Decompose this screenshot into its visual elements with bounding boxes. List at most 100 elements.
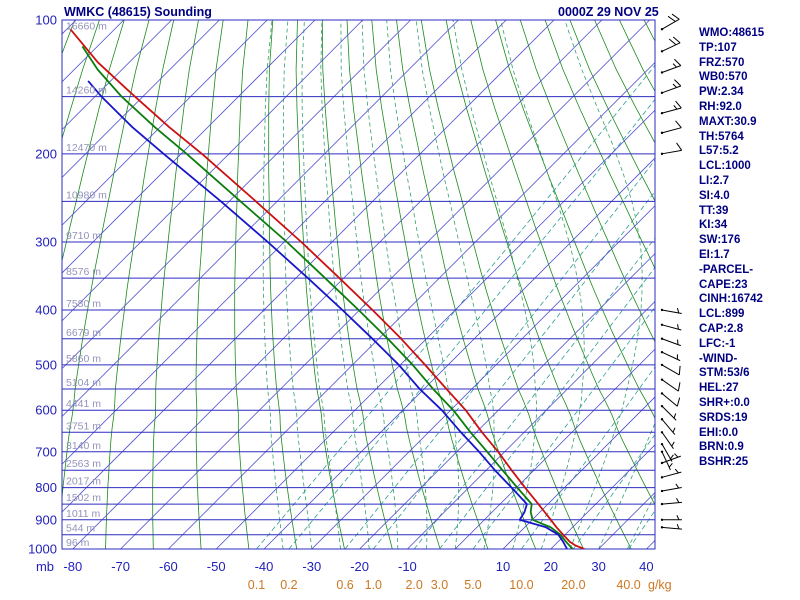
dry-adiabat-line — [62, 20, 76, 55]
moist-adiabat-line — [340, 20, 399, 549]
stat-line: TT:39 — [699, 204, 729, 217]
temp-axis-label: -80 — [63, 559, 82, 574]
isotherm-line — [263, 157, 655, 549]
dry-adiabat-line — [0, 20, 50, 549]
moist-adiabat-line — [500, 20, 585, 549]
wind-barb-staff — [661, 85, 681, 94]
wind-barb-half-tick — [675, 483, 680, 489]
wind-barb-full-tick — [674, 58, 682, 66]
wind-barb-staff — [661, 18, 680, 30]
pressure-tick-label: 800 — [35, 480, 57, 495]
temp-axis-label: 20 — [544, 559, 558, 574]
mixing-ratio-label: 3.0 — [431, 578, 448, 592]
height-label: 6679 m — [66, 327, 101, 339]
mixing-ratio-line — [256, 64, 655, 549]
pressure-tick-label: 600 — [35, 403, 57, 418]
temp-axis-label: -40 — [255, 559, 274, 574]
wet_bulb-trace — [81, 45, 574, 549]
height-label: 1502 m — [66, 492, 101, 504]
isotherm-line — [62, 20, 220, 178]
stat-line: -WIND- — [699, 352, 738, 365]
wind-barb-staff — [661, 65, 681, 73]
wind-barb — [660, 13, 680, 31]
wind-barb-half-tick — [676, 515, 680, 520]
page-title: WMKC (48615) Sounding — [64, 5, 212, 19]
height-label: 9710 m — [66, 230, 101, 242]
wind-barb — [660, 483, 682, 493]
wind-barb-full-tick — [676, 397, 681, 407]
height-label: 1011 m — [66, 508, 100, 520]
height-label: 3751 m — [66, 420, 101, 432]
mixing-ratio-label: 1.0 — [365, 578, 382, 592]
stat-line: STM:53/6 — [699, 367, 750, 380]
mixing-ratio-label: 20.0 — [561, 578, 585, 592]
wind-barb — [660, 100, 682, 115]
isotherm-line — [62, 20, 364, 322]
stat-line: CAP:2.8 — [699, 322, 744, 335]
pressure-tick-label: 900 — [35, 512, 57, 527]
wind-barb-staff — [661, 107, 682, 114]
isotherm-line — [215, 109, 655, 549]
date-label: 0000Z 29 NOV 25 — [558, 5, 659, 19]
wind-barb — [660, 337, 681, 347]
dry-adiabat-line — [396, 20, 537, 549]
wind-barb-staff — [661, 471, 682, 478]
wind-barb-half-tick — [676, 523, 680, 529]
pressure-tick-label: 100 — [35, 13, 57, 28]
wind-barb-half-tick — [676, 307, 680, 314]
mixing-ratio-line — [573, 433, 655, 549]
temp-axis-label: 30 — [591, 559, 605, 574]
wind-barb — [660, 142, 683, 156]
isotherm-line — [62, 20, 555, 513]
wind-barb-full-tick — [671, 13, 680, 20]
mixing-ratio-line — [288, 98, 655, 549]
stat-line: SHR+:0.0 — [699, 396, 750, 409]
height-label: 2017 m — [66, 476, 101, 488]
stat-line: CINH:16742 — [699, 293, 763, 306]
wind-barb — [660, 392, 681, 407]
isotherm-line — [62, 20, 268, 226]
wind-barb-half-tick — [672, 83, 677, 88]
mixing-ratio-label: 0.2 — [280, 578, 297, 592]
wind-barb-half-tick — [672, 427, 676, 433]
wind-barb-staff — [661, 127, 682, 134]
mixing-ratio-label: 10.0 — [509, 578, 533, 592]
wind-barb-staff — [661, 42, 681, 52]
dry-adiabat-line — [371, 20, 489, 549]
wind-barb-full-tick — [675, 120, 682, 129]
isotherm-line — [62, 20, 507, 465]
height-label: 7580 m — [66, 298, 101, 310]
stats-panel: WMO:48615 TP:107 FRZ:570 WB0:570 PW:2.34 RH:9… — [699, 26, 764, 470]
stat-line: SW:176 — [699, 234, 741, 247]
temperature-trace — [69, 28, 585, 549]
mixing-ratio-label: 0.1 — [248, 578, 265, 592]
dry-adiabat-line — [768, 20, 800, 549]
wind-barb — [660, 307, 682, 314]
wind-barb — [660, 453, 681, 465]
isotherm-line — [62, 20, 459, 417]
wind-barb — [660, 120, 682, 135]
wind-barb-full-tick — [678, 365, 681, 375]
isotherm-line — [311, 205, 655, 549]
height-label: 2563 m — [66, 458, 101, 470]
stat-line: KI:34 — [699, 219, 728, 232]
wind-barb — [660, 450, 673, 471]
temp-axis-label: -50 — [207, 559, 226, 574]
temp-axis-label: -70 — [111, 559, 130, 574]
mixing-ratio-label: 0.6 — [336, 578, 353, 592]
isotherm-line — [120, 20, 650, 549]
wind-barb-full-tick — [677, 382, 681, 392]
isotherm-line — [359, 253, 655, 549]
grid-layer — [0, 20, 800, 549]
stat-line: EHI:0.0 — [699, 426, 738, 439]
stat-line: SRDS:19 — [699, 411, 748, 424]
wind-barb — [660, 58, 682, 74]
dry-adiabat-line — [346, 20, 441, 549]
wind-barb-staff — [661, 501, 682, 505]
mixing-ratio-unit-label: g/kg — [648, 578, 672, 592]
stat-line: WB0:570 — [699, 71, 748, 84]
wind-barb — [660, 498, 682, 506]
wind-barb — [660, 378, 681, 392]
isotherm-line — [168, 61, 655, 549]
